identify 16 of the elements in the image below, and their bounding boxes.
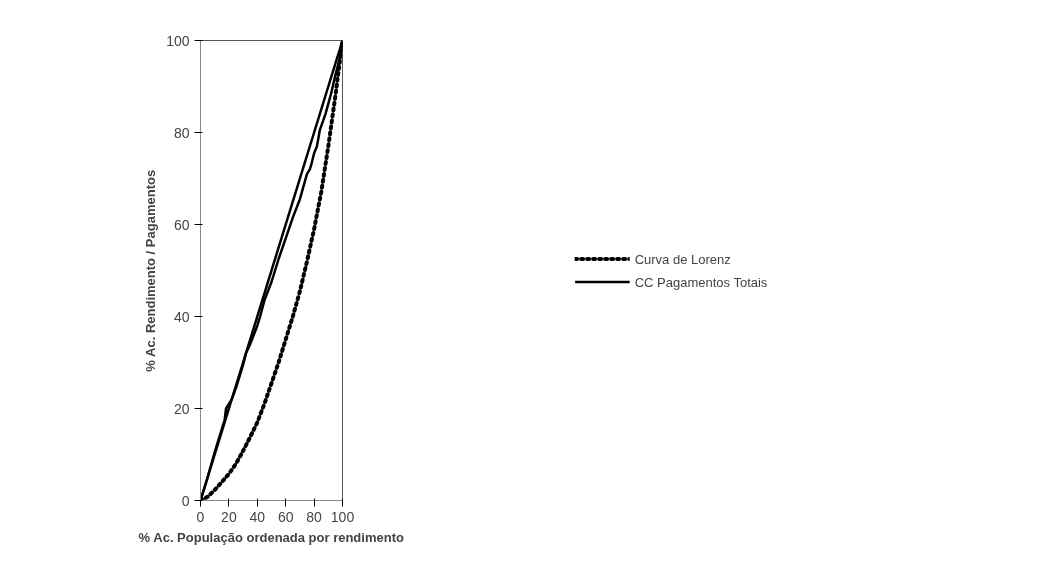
- x-tick-label: 80: [306, 508, 323, 525]
- y-tick-label: 80: [173, 124, 190, 141]
- y-axis-title: % Ac. Rendimento / Pagamentos: [143, 169, 159, 372]
- legend-label: Curva de Lorenz: [634, 251, 731, 266]
- x-axis-title: % Ac. População ordenada por rendimento: [138, 529, 404, 545]
- legend-label: CC Pagamentos Totais: [634, 274, 768, 289]
- x-tick-label: 60: [277, 508, 294, 525]
- y-tick-label: 0: [181, 492, 190, 509]
- x-tick-label: 20: [221, 508, 237, 525]
- y-tick-label: 100: [166, 32, 190, 49]
- x-tick-label: 0: [196, 508, 205, 525]
- x-tick-label: 100: [330, 508, 355, 525]
- x-tick-label: 40: [249, 508, 266, 525]
- y-tick-label: 40: [173, 308, 190, 325]
- y-tick-label: 60: [173, 216, 190, 233]
- y-tick-label: 20: [173, 400, 190, 417]
